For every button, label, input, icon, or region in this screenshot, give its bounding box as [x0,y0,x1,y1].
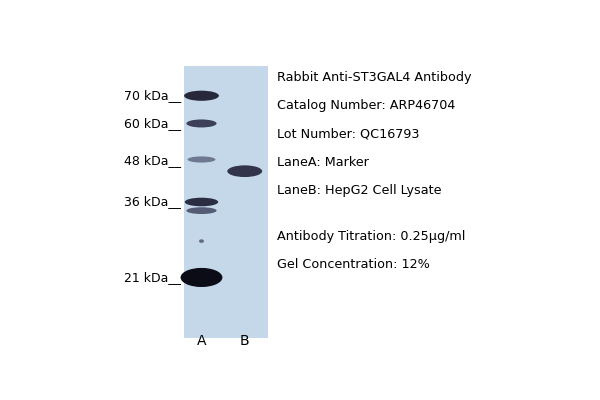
Ellipse shape [188,156,215,162]
Text: 70 kDa__: 70 kDa__ [124,89,181,102]
Text: Lot Number: QC16793: Lot Number: QC16793 [277,128,420,141]
Text: 36 kDa__: 36 kDa__ [124,196,181,208]
Text: Antibody Titration: 0.25μg/ml: Antibody Titration: 0.25μg/ml [277,230,466,243]
Text: Catalog Number: ARP46704: Catalog Number: ARP46704 [277,100,455,112]
Text: LaneB: HepG2 Cell Lysate: LaneB: HepG2 Cell Lysate [277,184,442,198]
Ellipse shape [184,91,219,101]
Text: B: B [240,334,250,348]
Text: 48 kDa__: 48 kDa__ [124,154,181,167]
Text: A: A [197,334,206,348]
Ellipse shape [187,207,217,214]
Ellipse shape [185,198,218,206]
FancyBboxPatch shape [184,66,268,338]
Ellipse shape [187,120,217,128]
Text: LaneA: Marker: LaneA: Marker [277,156,369,169]
Text: Gel Concentration: 12%: Gel Concentration: 12% [277,258,430,271]
Text: Rabbit Anti-ST3GAL4 Antibody: Rabbit Anti-ST3GAL4 Antibody [277,71,472,84]
Text: 21 kDa__: 21 kDa__ [124,271,181,284]
Circle shape [200,240,203,242]
Ellipse shape [181,268,223,287]
Text: 60 kDa__: 60 kDa__ [124,117,181,130]
Ellipse shape [227,165,262,177]
